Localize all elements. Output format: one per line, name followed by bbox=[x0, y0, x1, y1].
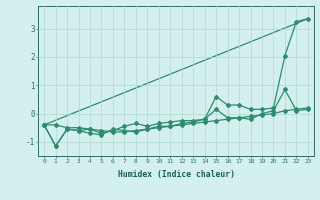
X-axis label: Humidex (Indice chaleur): Humidex (Indice chaleur) bbox=[117, 170, 235, 179]
